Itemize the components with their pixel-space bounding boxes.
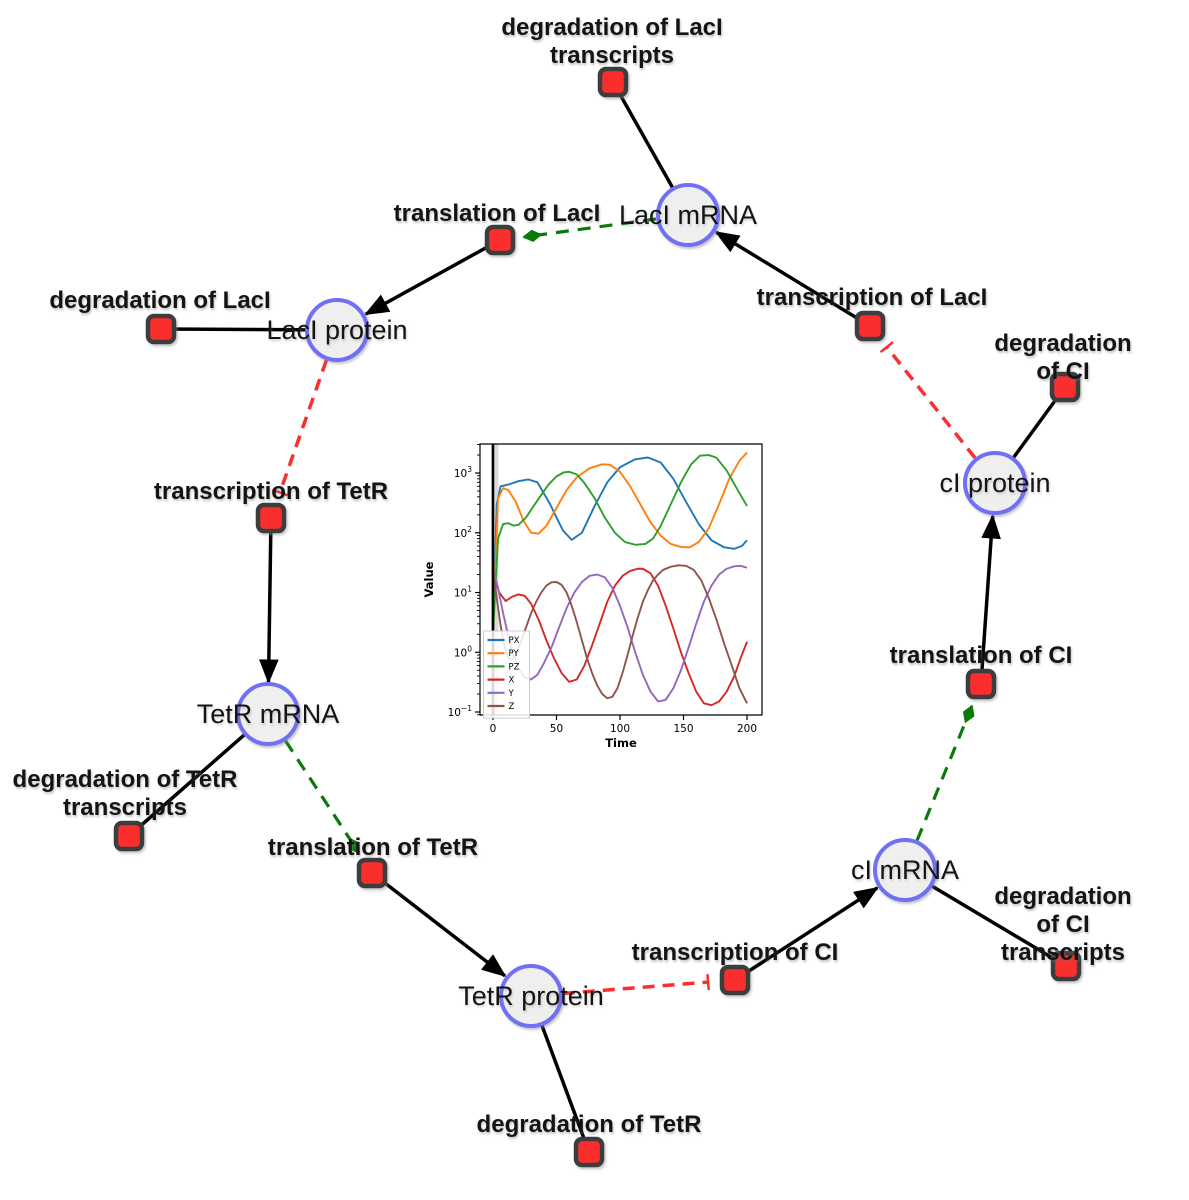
edge-transcription-tetR-to-tetR-mrna — [259, 517, 279, 684]
edge-translation-tetR-to-tetR-protein — [370, 871, 507, 978]
edge-transcription-cI-to-cI-mrna — [734, 886, 879, 982]
edge-cI-protein-inhibits-transcription-lacI — [879, 341, 977, 460]
reaction-node-degradation-laci-transcripts[interactable] — [597, 66, 629, 98]
reaction-node-degradation-ci[interactable] — [1049, 371, 1081, 403]
reaction-node-transcription-ci[interactable] — [719, 964, 751, 996]
edge-cI-mrna-modifies-translation-cI — [915, 704, 975, 842]
reaction-node-transcription-tetr[interactable] — [255, 502, 287, 534]
edge-transcription-lacI-to-lacI-mrna — [714, 230, 871, 328]
edge-translation-cI-to-cI-protein — [979, 513, 1001, 685]
species-node-laci-mrna[interactable] — [656, 183, 720, 247]
reaction-node-translation-tetr[interactable] — [356, 857, 388, 889]
edge-translation-lacI-to-lacI-protein — [364, 238, 501, 316]
species-node-ci-mrna[interactable] — [873, 838, 937, 902]
reaction-node-translation-laci[interactable] — [484, 224, 516, 256]
reaction-node-degradation-tetr[interactable] — [573, 1136, 605, 1168]
reaction-node-degradation-laci[interactable] — [145, 313, 177, 345]
edge-tetR-protein-inhibits-transcription-cI — [562, 974, 710, 996]
species-node-tetr-mrna[interactable] — [236, 682, 300, 746]
reaction-node-translation-ci[interactable] — [965, 668, 997, 700]
edge-lacI-mrna-modifies-translation-lacI — [522, 217, 657, 243]
edge-tetR-mrna-modifies-translation-tetR — [284, 739, 361, 855]
inset-chart — [410, 425, 790, 775]
reaction-node-degradation-tetr-transcripts[interactable] — [113, 820, 145, 852]
edge-lacI-protein-inhibits-transcription-tetR — [271, 359, 329, 497]
reaction-node-transcription-laci[interactable] — [854, 310, 886, 342]
species-node-ci-protein[interactable] — [963, 451, 1027, 515]
reaction-node-degradation-ci-transcripts[interactable] — [1050, 950, 1082, 982]
species-node-laci-protein[interactable] — [305, 298, 369, 362]
species-node-tetr-protein[interactable] — [499, 964, 563, 1028]
